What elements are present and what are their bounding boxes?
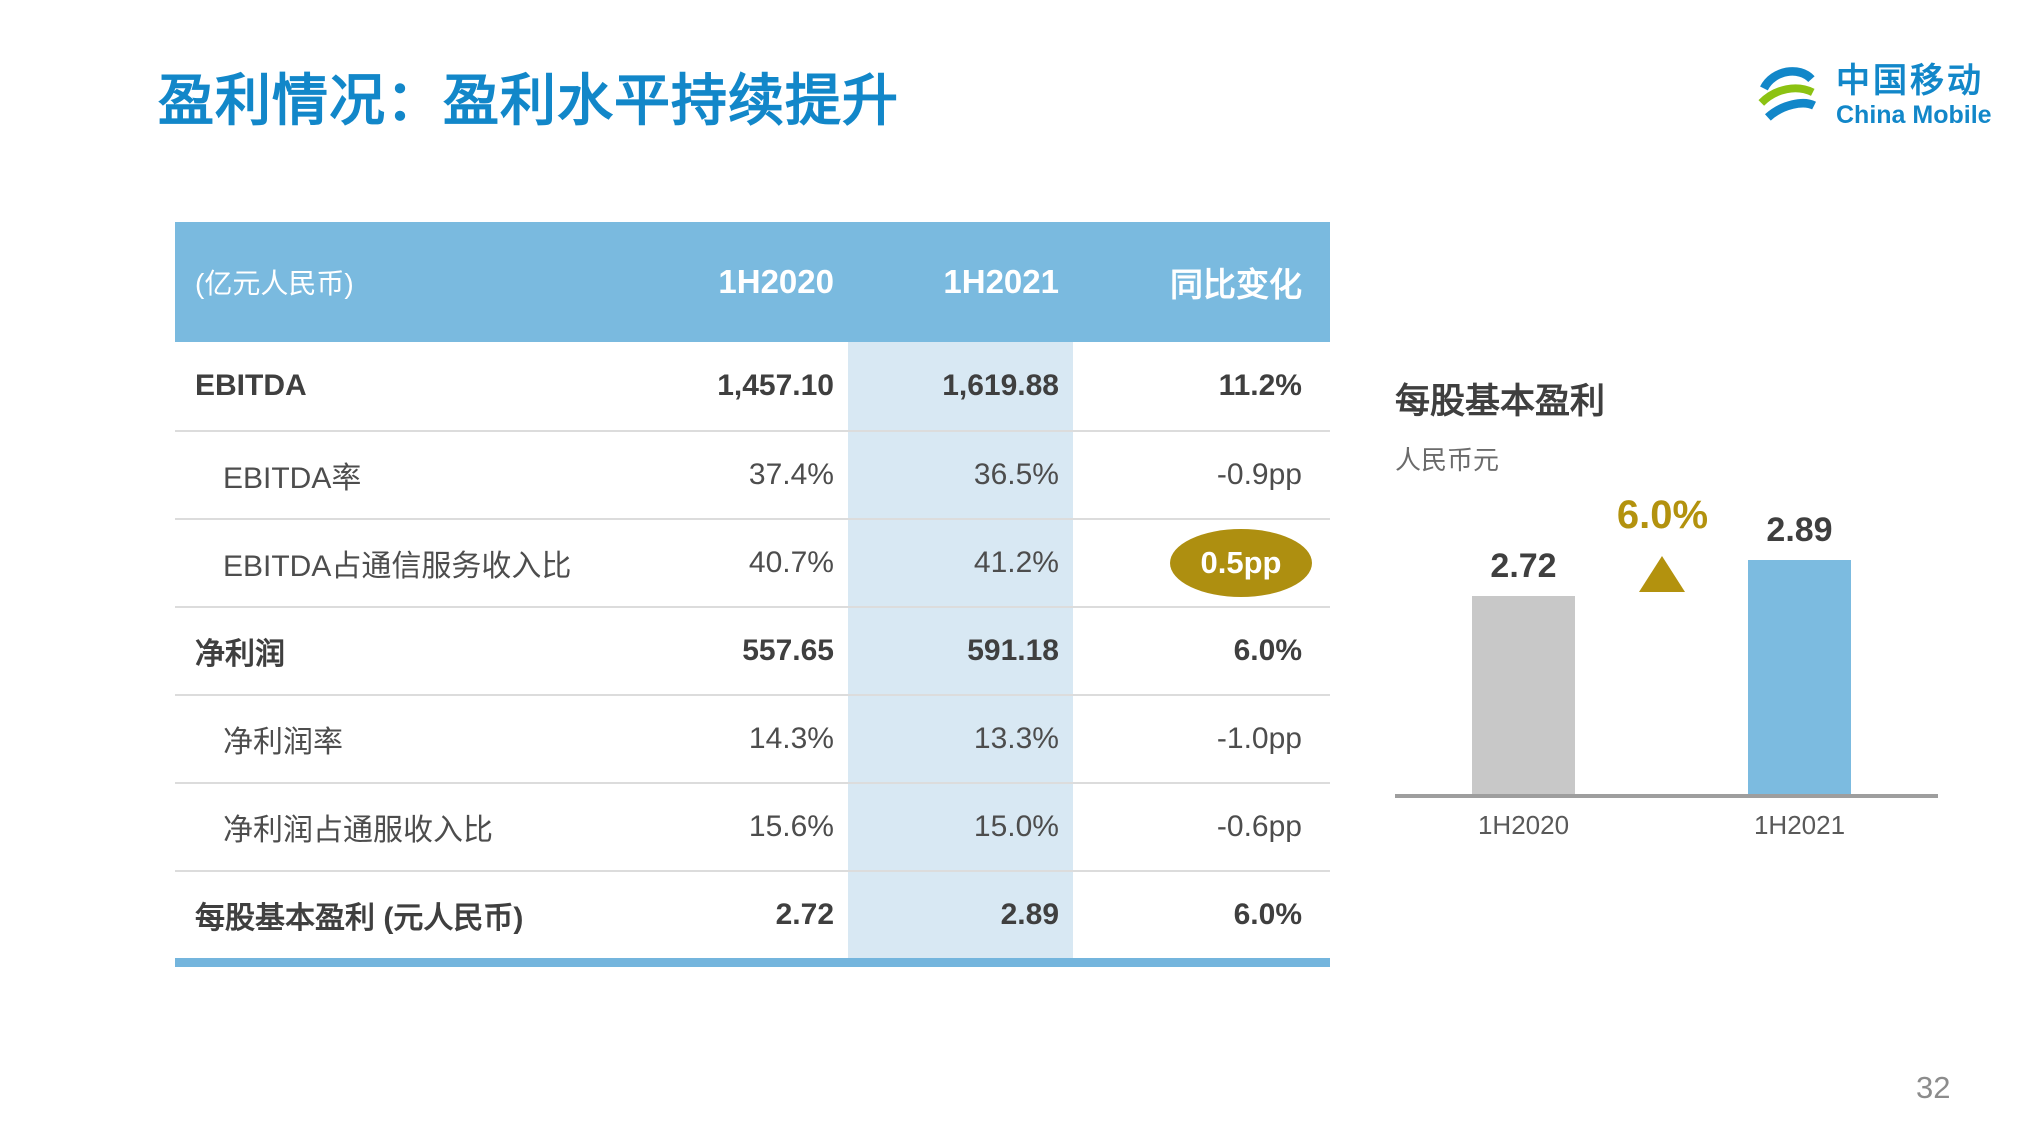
page-title: 盈利情况：盈利水平持续提升 bbox=[158, 69, 899, 132]
bar-value-1h2021: 2.89 bbox=[1766, 511, 1833, 549]
table-row-net-profit: 净利润 557.65 591.18 6.0% bbox=[175, 606, 1330, 694]
bar-1h2020 bbox=[1472, 596, 1575, 794]
chart-unit-label: 人民币元 bbox=[1395, 445, 1500, 475]
cell-1h2020: 15.6% bbox=[748, 810, 834, 843]
table-header-row: (亿元人民币) 1H2020 1H2021 同比变化 bbox=[175, 222, 1330, 342]
logo-text-zh: 中国移动 bbox=[1836, 62, 1984, 100]
highlight-badge: 0.5pp bbox=[1170, 529, 1312, 597]
cell-1h2020: 37.4% bbox=[748, 458, 834, 491]
cell-1h2021: 13.3% bbox=[848, 696, 1073, 782]
chart-title: 每股基本盈利 bbox=[1395, 382, 1606, 421]
logo-text-en: China Mobile bbox=[1836, 101, 1992, 129]
table-row-ebitda-margin: EBITDA率 37.4% 36.5% -0.9pp bbox=[175, 430, 1330, 518]
row-label: 净利润率 bbox=[223, 726, 343, 759]
cell-yoy: 6.0% bbox=[1233, 634, 1302, 667]
bar-value-1h2020: 2.72 bbox=[1490, 547, 1557, 585]
table-row-ebitda-service-revenue-ratio: EBITDA占通信服务收入比 40.7% 41.2% 0.5pp bbox=[175, 518, 1330, 606]
logo-text: 中国移动 China Mobile bbox=[1836, 61, 1992, 129]
eps-bar-chart: 每股基本盈利 人民币元 2.72 2.89 6.0% 1H2020 1H2021 bbox=[1395, 373, 1975, 873]
table-row-basic-eps: 每股基本盈利 (元人民币) 2.72 2.89 6.0% bbox=[175, 870, 1330, 958]
cell-yoy: 6.0% bbox=[1233, 898, 1302, 931]
cell-1h2021: 1,619.88 bbox=[848, 342, 1073, 430]
cell-1h2020: 40.7% bbox=[748, 546, 834, 579]
cell-1h2021: 41.2% bbox=[848, 520, 1073, 606]
x-tick-1h2020: 1H2020 bbox=[1477, 810, 1570, 840]
cell-1h2020: 557.65 bbox=[742, 634, 834, 667]
x-tick-1h2021: 1H2021 bbox=[1753, 810, 1846, 840]
row-label: EBITDA率 bbox=[223, 462, 362, 495]
table-header-unit: (亿元人民币) bbox=[195, 268, 354, 299]
china-mobile-logo: 中国移动 China Mobile bbox=[1756, 56, 1992, 134]
cell-1h2021: 2.89 bbox=[848, 872, 1073, 958]
growth-annotation: 6.0% bbox=[1616, 493, 1709, 537]
table-bottom-rule bbox=[175, 958, 1330, 967]
row-label: EBITDA bbox=[195, 369, 307, 402]
cell-1h2021: 36.5% bbox=[848, 432, 1073, 518]
x-axis-line bbox=[1395, 794, 1938, 798]
table-row-net-profit-service-revenue-ratio: 净利润占通服收入比 15.6% 15.0% -0.6pp bbox=[175, 782, 1330, 870]
triangle-up-icon bbox=[1639, 556, 1685, 592]
cell-1h2021: 15.0% bbox=[848, 784, 1073, 870]
china-mobile-logo-icon bbox=[1758, 67, 1816, 121]
table-header-1h2020: 1H2020 bbox=[718, 263, 834, 300]
cell-1h2021: 591.18 bbox=[848, 608, 1073, 694]
page-number: 32 bbox=[1916, 1070, 1951, 1105]
cell-yoy: -0.9pp bbox=[1216, 458, 1302, 491]
table-row-ebitda: EBITDA 1,457.10 1,619.88 11.2% bbox=[175, 342, 1330, 430]
financial-table: (亿元人民币) 1H2020 1H2021 同比变化 EBITDA 1,457.… bbox=[175, 222, 1330, 967]
cell-yoy: 11.2% bbox=[1218, 369, 1302, 402]
cell-yoy: -1.0pp bbox=[1216, 722, 1302, 755]
cell-yoy: 0.5pp bbox=[1073, 520, 1330, 606]
table-header-1h2021: 1H2021 bbox=[943, 263, 1059, 300]
cell-1h2020: 1,457.10 bbox=[717, 369, 834, 402]
cell-yoy: -0.6pp bbox=[1216, 810, 1302, 843]
cell-1h2020: 2.72 bbox=[775, 898, 834, 931]
bar-1h2021 bbox=[1748, 560, 1851, 794]
table-header-yoy: 同比变化 bbox=[1170, 266, 1302, 303]
row-label: 每股基本盈利 (元人民币) bbox=[195, 902, 524, 935]
table-row-net-profit-margin: 净利润率 14.3% 13.3% -1.0pp bbox=[175, 694, 1330, 782]
row-label: 净利润占通服收入比 bbox=[223, 814, 493, 847]
row-label: EBITDA占通信服务收入比 bbox=[223, 550, 572, 583]
cell-1h2020: 14.3% bbox=[748, 722, 834, 755]
row-label: 净利润 bbox=[195, 638, 285, 671]
